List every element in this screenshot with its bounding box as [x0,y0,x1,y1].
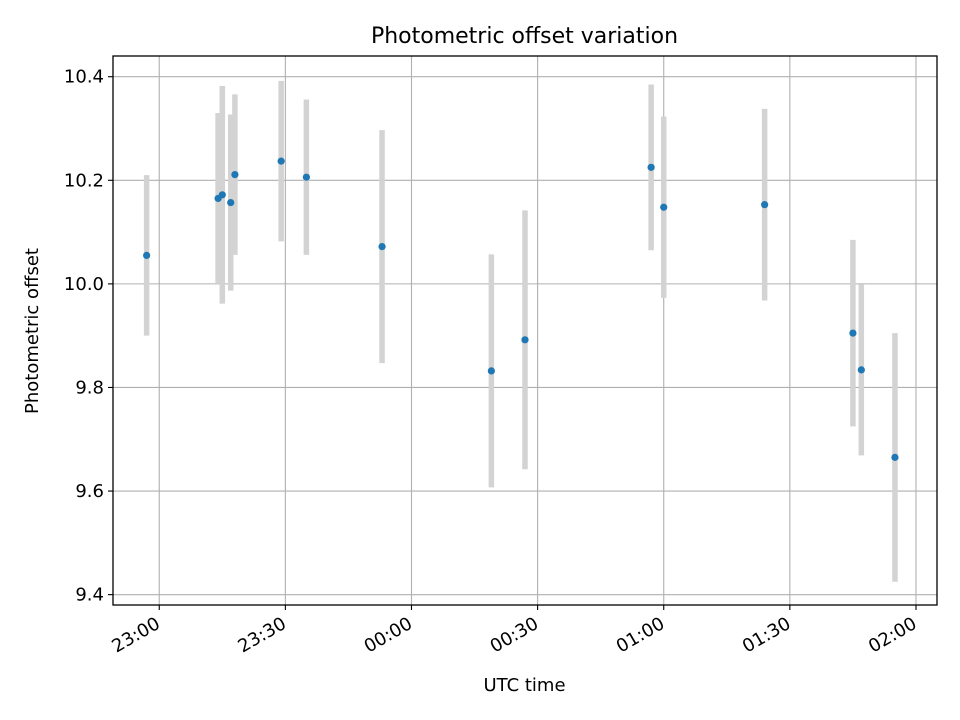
x-tick-label: 23:00 [108,613,163,657]
data-point [218,191,226,199]
y-tick-label: 10.4 [64,67,104,88]
data-point [227,198,235,207]
x-tick-label: 00:00 [361,613,416,657]
x-tick-label: 01:30 [739,613,794,657]
y-tick-label: 10.0 [64,274,104,295]
y-axis-label: Photometric offset [22,248,43,414]
data-point [521,336,529,344]
data-point [647,163,655,171]
y-tick-label: 9.8 [75,377,104,398]
chart-title: Photometric offset variation [371,24,678,49]
data-point [231,171,239,179]
plot-frame [112,55,938,606]
data-point [277,157,285,165]
y-tick-label: 10.2 [64,170,104,191]
error-bars [143,80,898,582]
x-tick-label: 02:00 [865,613,920,657]
x-tick-label: 00:30 [487,613,542,657]
data-point [143,251,151,260]
data-points [143,157,899,461]
x-tick-label: 23:30 [234,613,289,657]
y-tick-label: 9.6 [75,481,104,502]
data-point [857,366,865,374]
data-point [891,453,899,461]
x-tick-label: 01:00 [613,613,668,657]
data-point [378,242,386,251]
y-tick-label: 9.4 [75,585,104,606]
data-point [761,201,769,209]
data-point [849,329,857,337]
data-point [302,173,310,181]
data-point [487,367,495,375]
x-axis-label: UTC time [483,675,565,696]
data-point [660,203,668,211]
grid [113,56,937,605]
